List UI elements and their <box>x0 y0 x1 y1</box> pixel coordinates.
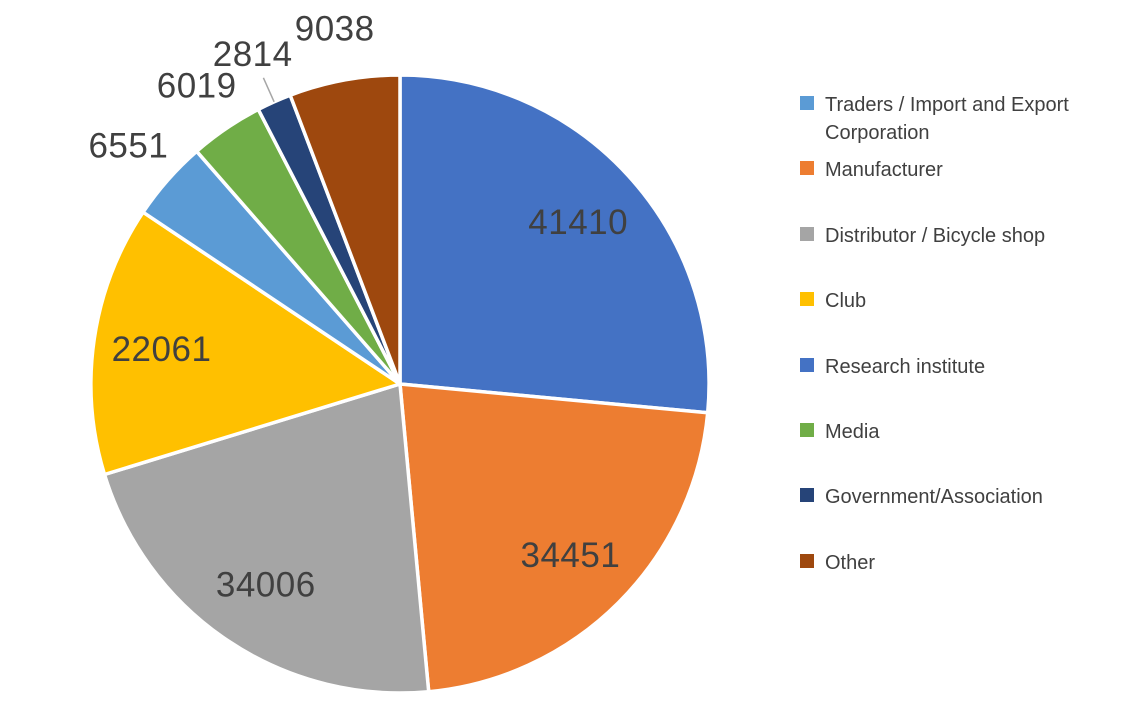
data-label-distributor-bicycle-shop: 34006 <box>216 565 316 604</box>
legend-label: Traders / Import and Export Corporation <box>825 94 1069 144</box>
legend-swatch <box>800 227 814 241</box>
legend-swatch <box>800 292 814 306</box>
pie-slice-manufacturer <box>398 382 710 694</box>
legend-label: Other <box>825 552 876 574</box>
legend-item-traders-import-and-export-corporation: Traders / Import and Export Corporation <box>800 92 1125 147</box>
legend-label: Government/Association <box>825 486 1043 508</box>
legend-swatch <box>800 161 814 175</box>
legend-item-club: Club <box>800 288 866 316</box>
legend-swatch <box>800 423 814 437</box>
legend-label: Manufacturer <box>825 159 943 181</box>
legend-swatch <box>800 96 814 110</box>
legend-item-manufacturer: Manufacturer <box>800 157 943 185</box>
legend-label: Research institute <box>825 356 986 378</box>
data-label-club: 22061 <box>112 330 212 369</box>
data-label-media: 6019 <box>157 66 237 105</box>
pie-slice-research-institute <box>398 73 711 415</box>
data-label-manufacturer: 34451 <box>520 536 620 575</box>
legend-swatch <box>800 358 814 372</box>
legend-label: Club <box>825 290 867 312</box>
pie-slice-other <box>288 73 402 386</box>
data-label-traders-import-and-export-corporation: 6551 <box>88 127 168 166</box>
data-label-government-association: 2814 <box>213 35 293 74</box>
legend-label: Distributor / Bicycle shop <box>825 225 1046 247</box>
legend-item-distributor-bicycle-shop: Distributor / Bicycle shop <box>800 223 1045 251</box>
legend-item-other: Other <box>800 550 875 578</box>
data-label-research-institute: 41410 <box>528 203 628 242</box>
pie-slice-club <box>89 210 402 477</box>
legend-item-research-institute: Research institute <box>800 354 985 382</box>
legend-label: Media <box>825 421 880 443</box>
pie-slice-distributor-bicycle-shop <box>102 382 431 695</box>
legend-swatch <box>800 554 814 568</box>
chart-legend: Traders / Import and Export Corporation M… <box>800 0 1137 715</box>
legend-swatch <box>800 488 814 502</box>
label-leader-line <box>262 77 275 103</box>
legend-item-media: Media <box>800 419 879 447</box>
data-label-other: 9038 <box>295 10 375 49</box>
legend-item-government-association: Government/Association <box>800 484 1043 512</box>
